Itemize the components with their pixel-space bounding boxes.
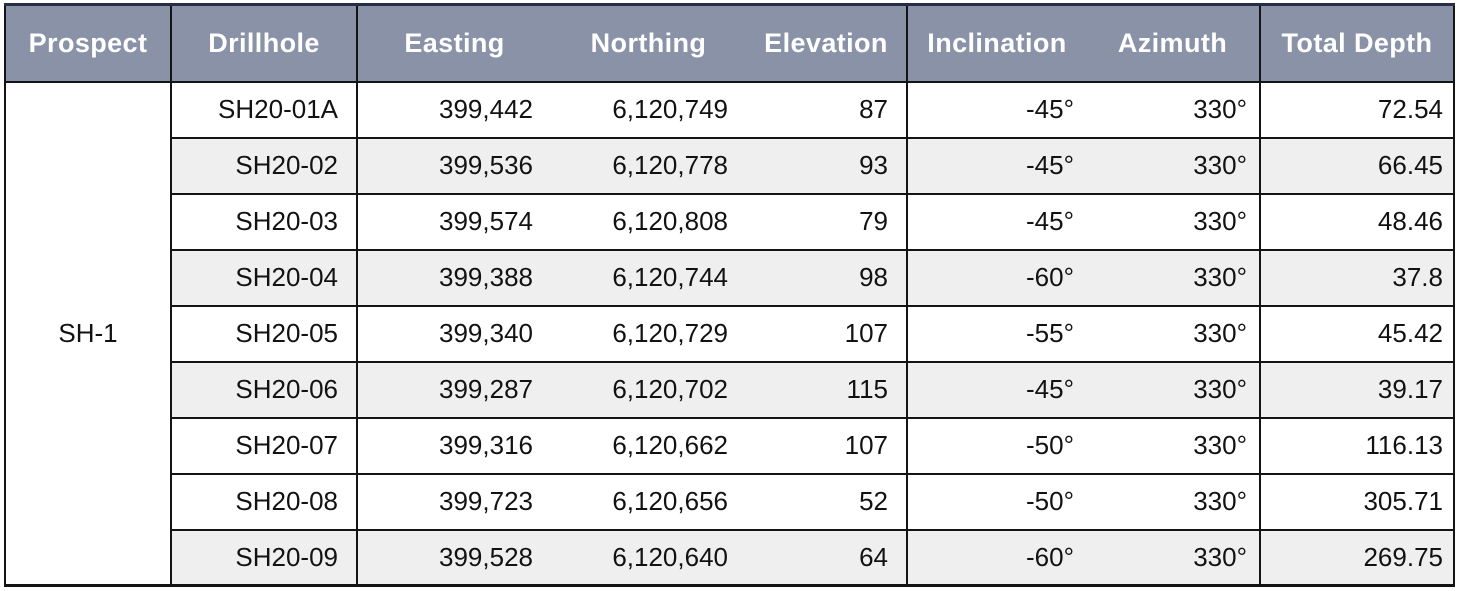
cell-azimuth: 330° — [1086, 417, 1261, 475]
cell-elevation: 107 — [746, 417, 908, 475]
cell-northing: 6,120,744 — [551, 249, 746, 307]
cell-easting: 399,723 — [357, 473, 551, 531]
cell-inclination: -45° — [907, 193, 1086, 251]
cell-elevation: 87 — [746, 81, 908, 139]
cell-drillhole: SH20-06 — [171, 361, 358, 419]
cell-azimuth: 330° — [1086, 81, 1261, 139]
cell-easting: 399,316 — [357, 417, 551, 475]
cell-drillhole: SH20-02 — [171, 137, 358, 195]
table-row: SH20-08 399,723 6,120,656 52 -50° 330° 3… — [5, 473, 1454, 531]
table-row: SH20-09 399,528 6,120,640 64 -60° 330° 2… — [5, 529, 1454, 587]
table-row: SH20-06 399,287 6,120,702 115 -45° 330° … — [5, 361, 1454, 419]
cell-inclination: -45° — [907, 137, 1086, 195]
cell-northing: 6,120,656 — [551, 473, 746, 531]
cell-easting: 399,388 — [357, 249, 551, 307]
cell-easting: 399,528 — [357, 529, 551, 587]
cell-inclination: -45° — [907, 361, 1086, 419]
column-header-azimuth: Azimuth — [1086, 4, 1261, 83]
column-header-elevation: Elevation — [746, 4, 908, 83]
cell-drillhole: SH20-08 — [171, 473, 358, 531]
table-row: SH-1 SH20-01A 399,442 6,120,749 87 -45° … — [5, 81, 1454, 586]
cell-northing: 6,120,729 — [551, 305, 746, 363]
cell-northing: 6,120,640 — [551, 529, 746, 587]
cell-total-depth: 37.8 — [1260, 249, 1454, 307]
cell-inclination: -60° — [907, 249, 1086, 307]
column-header-prospect: Prospect — [5, 4, 172, 83]
cell-elevation: 93 — [746, 137, 908, 195]
cell-inclination: -60° — [907, 529, 1086, 587]
column-header-total-depth: Total Depth — [1260, 4, 1454, 83]
cell-northing: 6,120,749 — [551, 81, 746, 139]
table-row: SH20-03 399,574 6,120,808 79 -45° 330° 4… — [5, 193, 1454, 251]
cell-inclination: -50° — [907, 473, 1086, 531]
cell-drillhole: SH20-04 — [171, 249, 358, 307]
table-header: Prospect Drillhole Easting Northing Elev… — [5, 4, 1454, 83]
column-header-northing: Northing — [551, 4, 746, 83]
cell-total-depth: 305.71 — [1260, 473, 1454, 531]
cell-azimuth: 330° — [1086, 137, 1261, 195]
cell-azimuth: 330° — [1086, 361, 1261, 419]
cell-inclination: -50° — [907, 417, 1086, 475]
cell-elevation: 115 — [746, 361, 908, 419]
cell-drillhole: SH20-09 — [171, 529, 358, 587]
table-row: SH20-07 399,316 6,120,662 107 -50° 330° … — [5, 417, 1454, 475]
header-row: Prospect Drillhole Easting Northing Elev… — [5, 4, 1454, 83]
cell-drillhole: SH20-03 — [171, 193, 358, 251]
cell-azimuth: 330° — [1086, 305, 1261, 363]
table-row: SH20-04 399,388 6,120,744 98 -60° 330° 3… — [5, 249, 1454, 307]
cell-northing: 6,120,702 — [551, 361, 746, 419]
cell-total-depth: 39.17 — [1260, 361, 1454, 419]
table-body: SH-1 SH20-01A 399,442 6,120,749 87 -45° … — [5, 81, 1454, 587]
column-header-drillhole: Drillhole — [171, 4, 358, 83]
cell-azimuth: 330° — [1086, 249, 1261, 307]
cell-drillhole: SH20-01A — [171, 81, 358, 139]
cell-inclination: -45° — [907, 81, 1086, 139]
drillhole-collar-table: Prospect Drillhole Easting Northing Elev… — [4, 3, 1455, 587]
cell-drillhole: SH20-05 — [171, 305, 358, 363]
cell-drillhole: SH20-07 — [171, 417, 358, 475]
cell-total-depth: 72.54 — [1260, 81, 1454, 139]
column-header-inclination: Inclination — [907, 4, 1086, 83]
column-header-easting: Easting — [357, 4, 551, 83]
cell-elevation: 79 — [746, 193, 908, 251]
cell-easting: 399,287 — [357, 361, 551, 419]
cell-easting: 399,574 — [357, 193, 551, 251]
cell-azimuth: 330° — [1086, 193, 1261, 251]
cell-elevation: 98 — [746, 249, 908, 307]
cell-easting: 399,340 — [357, 305, 551, 363]
cell-elevation: 64 — [746, 529, 908, 587]
table-row: SH20-05 399,340 6,120,729 107 -55° 330° … — [5, 305, 1454, 363]
cell-total-depth: 269.75 — [1260, 529, 1454, 587]
cell-inclination: -55° — [907, 305, 1086, 363]
cell-northing: 6,120,778 — [551, 137, 746, 195]
table-row: SH20-02 399,536 6,120,778 93 -45° 330° 6… — [5, 137, 1454, 195]
cell-total-depth: 66.45 — [1260, 137, 1454, 195]
cell-azimuth: 330° — [1086, 529, 1261, 587]
cell-azimuth: 330° — [1086, 473, 1261, 531]
cell-prospect-group: SH-1 — [5, 81, 172, 586]
cell-total-depth: 45.42 — [1260, 305, 1454, 363]
cell-easting: 399,536 — [357, 137, 551, 195]
cell-elevation: 107 — [746, 305, 908, 363]
cell-elevation: 52 — [746, 473, 908, 531]
cell-total-depth: 116.13 — [1260, 417, 1454, 475]
cell-northing: 6,120,808 — [551, 193, 746, 251]
cell-total-depth: 48.46 — [1260, 193, 1454, 251]
cell-easting: 399,442 — [357, 81, 551, 139]
cell-northing: 6,120,662 — [551, 417, 746, 475]
